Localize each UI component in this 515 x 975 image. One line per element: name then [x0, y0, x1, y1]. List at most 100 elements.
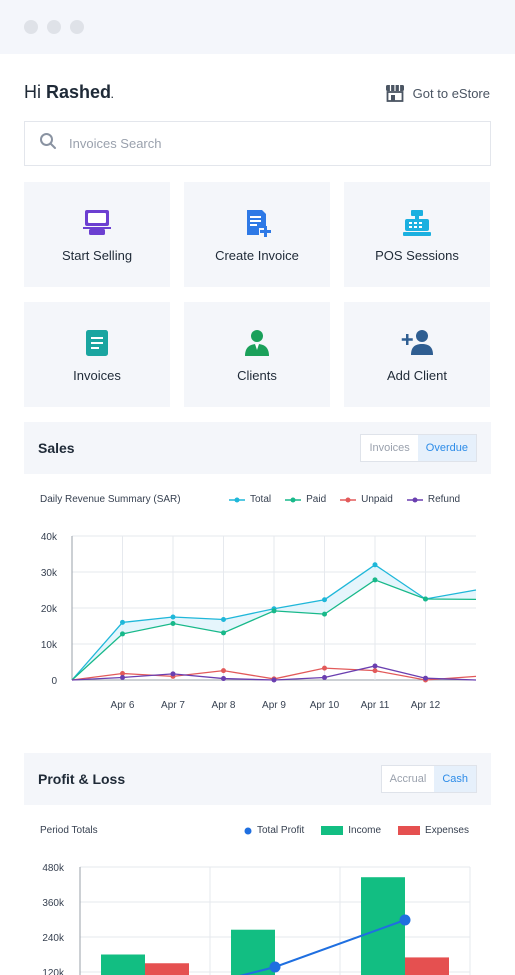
pnl-title: Profit & Loss	[38, 771, 126, 787]
income-bar	[231, 929, 275, 975]
cash-register-icon	[402, 208, 432, 238]
legend-marker	[285, 497, 302, 502]
sales-title: Sales	[38, 440, 75, 456]
legend-label: Paid	[306, 494, 327, 505]
tile-label: Invoices	[73, 368, 121, 383]
total-paid-area	[72, 564, 476, 680]
sales-card-header: Sales Invoices Overdue	[24, 422, 491, 474]
add-client-tile[interactable]: Add Client	[344, 302, 490, 407]
legend-refund[interactable]: Refund	[406, 494, 461, 505]
invoices-search	[24, 121, 491, 166]
profit-point	[269, 961, 281, 973]
tile-label: Clients	[237, 368, 277, 383]
legend-label: Refund	[427, 494, 461, 505]
y-tick-label: 240k	[42, 933, 65, 944]
pos-sessions-tile[interactable]: POS Sessions	[344, 182, 490, 287]
y-tick-label: 120k	[42, 968, 65, 975]
legend-marker	[321, 826, 344, 835]
store-icon	[385, 84, 405, 102]
data-point-unpaid	[372, 668, 378, 674]
legend-label: Total	[250, 494, 272, 505]
sales-legend: Total Paid Unpaid Refund	[229, 494, 460, 505]
invoices-tile[interactable]: Invoices	[24, 302, 170, 407]
legend-label: Unpaid	[361, 494, 393, 505]
data-point-total	[322, 597, 327, 603]
data-point-total	[221, 617, 226, 623]
user-plus-icon	[401, 328, 433, 358]
toggle-cash[interactable]: Cash	[434, 766, 476, 792]
legend-label: Total Profit	[257, 825, 305, 836]
go-to-estore-link[interactable]: Got to eStore	[385, 84, 490, 102]
data-point-refund	[221, 676, 226, 682]
y-tick-label: 20k	[41, 604, 58, 615]
data-point-refund	[423, 675, 428, 681]
expenses-bar	[405, 957, 449, 975]
estore-label: Got to eStore	[412, 85, 490, 101]
tile-label: Start Selling	[61, 248, 133, 263]
data-point-paid	[221, 630, 226, 636]
search-input[interactable]	[69, 136, 469, 151]
profit-point	[399, 914, 411, 926]
legend-total-profit[interactable]: Total Profit	[244, 825, 304, 836]
legend-paid[interactable]: Paid	[285, 494, 326, 505]
x-tick-label: Apr 9	[262, 700, 286, 711]
pnl-card-header: Profit & Loss Accrual Cash	[24, 753, 491, 805]
income-bar	[361, 877, 405, 975]
legend-label: Income	[348, 825, 382, 836]
document-icon	[82, 328, 112, 358]
y-tick-label: 480k	[42, 863, 65, 874]
tile-label: Create Invoice	[215, 248, 299, 263]
y-tick-label: 10k	[41, 640, 58, 651]
create-invoice-tile[interactable]: Create Invoice	[184, 182, 330, 287]
legend-total[interactable]: Total	[229, 494, 271, 505]
pnl-basis-toggle: Accrual Cash	[380, 765, 477, 793]
legend-label: Expenses	[425, 825, 469, 836]
legend-expenses[interactable]: Expenses	[398, 825, 469, 836]
y-tick-label: 0	[51, 676, 57, 687]
sales-chart-subtitle: Daily Revenue Summary (SAR)	[40, 494, 181, 505]
data-point-refund	[372, 663, 378, 669]
legend-marker	[229, 497, 245, 502]
tile-label: Add Client	[387, 368, 447, 383]
legend-marker	[398, 826, 421, 835]
legend-income[interactable]: Income	[321, 825, 381, 836]
data-point-refund	[120, 674, 125, 680]
legend-marker	[406, 497, 423, 502]
user-icon	[242, 328, 272, 358]
data-point-refund	[322, 674, 327, 680]
window-close-dot[interactable]	[24, 20, 38, 34]
window-maximize-dot[interactable]	[70, 20, 84, 34]
user-name: Rashed	[46, 82, 112, 102]
x-tick-label: Apr 10	[310, 700, 340, 711]
data-point-total	[120, 619, 125, 625]
toggle-invoices[interactable]: Invoices	[369, 442, 410, 454]
greeting-text: Hi	[24, 82, 41, 102]
x-tick-label: Apr 6	[111, 700, 135, 711]
data-point-paid	[372, 577, 378, 583]
data-point-paid	[322, 611, 327, 617]
legend-marker	[340, 497, 357, 502]
search-icon	[39, 132, 57, 155]
data-point-unpaid	[120, 671, 125, 677]
x-tick-label: Apr 11	[361, 700, 390, 711]
invoice-add-icon	[242, 208, 272, 238]
sales-view-toggle: Invoices Overdue	[360, 434, 477, 462]
expenses-bar	[145, 963, 189, 975]
x-tick-label: Apr 7	[161, 700, 185, 711]
income-bar	[101, 954, 145, 975]
window-minimize-dot[interactable]	[47, 20, 61, 34]
sales-line-chart: 40k 30k 20k 10k 0 Apr 6 Apr 7 Apr 8 Apr 9 Apr 10 A…	[41, 532, 477, 711]
toggle-overdue[interactable]: Overdue	[417, 435, 476, 461]
clients-tile[interactable]: Clients	[184, 302, 330, 407]
data-point-refund	[271, 677, 277, 683]
y-tick-label: 360k	[42, 898, 65, 909]
pos-terminal-icon	[82, 208, 112, 238]
data-point-total	[372, 562, 378, 568]
data-point-unpaid	[322, 665, 327, 671]
y-tick-label: 40k	[41, 532, 58, 543]
legend-unpaid[interactable]: Unpaid	[340, 494, 393, 505]
data-point-unpaid	[221, 668, 226, 674]
data-point-total	[170, 614, 176, 620]
start-selling-tile[interactable]: Start Selling	[24, 182, 170, 287]
toggle-accrual[interactable]: Accrual	[389, 773, 427, 785]
